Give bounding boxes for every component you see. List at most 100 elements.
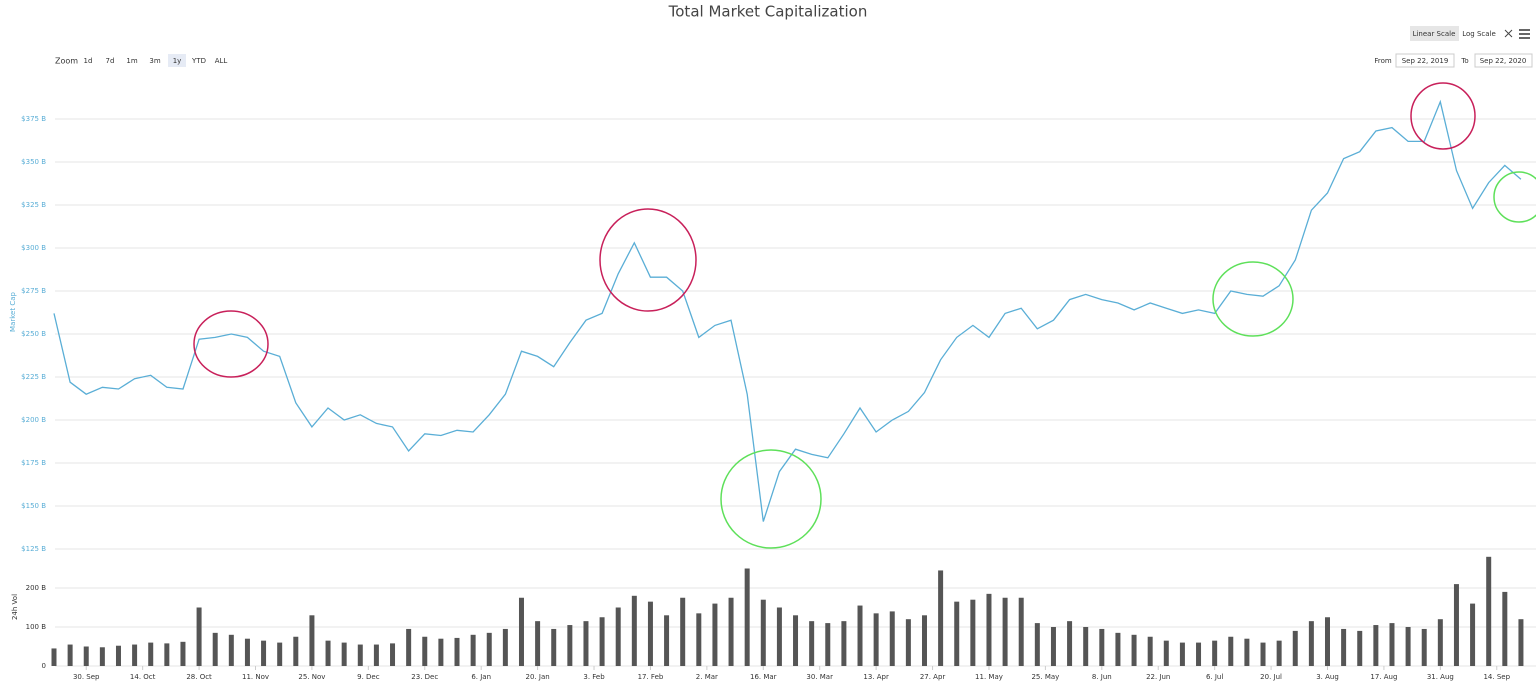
green-circle <box>1493 171 1536 223</box>
volume-bar <box>1212 640 1218 666</box>
x-tick-label: 23. Dec <box>411 673 438 681</box>
volume-bar <box>809 621 815 666</box>
volume-bar <box>1002 597 1008 666</box>
volume-bar <box>502 628 508 666</box>
from-input[interactable] <box>1395 53 1455 68</box>
volume-bar <box>1308 621 1314 666</box>
volume-bar <box>970 599 976 666</box>
green-circle <box>1212 261 1294 337</box>
volume-bar <box>454 637 460 666</box>
zoom-button[interactable]: 7d <box>106 57 115 65</box>
y-tick-label: 0 <box>42 662 46 670</box>
to-input[interactable] <box>1474 53 1533 68</box>
x-tick-label: 6. Jan <box>471 673 491 681</box>
y-tick-label: $350 B <box>21 158 46 166</box>
chart-title: Total Market Capitalization <box>668 3 868 21</box>
x-tick-label: 25. May <box>1031 673 1059 681</box>
zoom-button[interactable]: YTD <box>191 57 206 65</box>
volume-bar <box>438 638 444 666</box>
volume-bar <box>1389 623 1395 666</box>
volume-bar <box>325 640 331 666</box>
from-value[interactable]: Sep 22, 2019 <box>1402 57 1449 65</box>
x-tick-label: 14. Sep <box>1483 673 1510 681</box>
volume-bar <box>938 570 944 666</box>
x-tick-label: 11. Nov <box>242 673 269 681</box>
volume-bar <box>1518 619 1524 666</box>
volume-bar <box>889 611 895 666</box>
y-tick-label: 100 B <box>26 623 47 631</box>
volume-bar <box>309 615 315 666</box>
volume-bar <box>341 642 347 666</box>
volume-bar <box>921 615 927 666</box>
y-tick-label: $225 B <box>21 373 46 381</box>
x-tick-label: 30. Mar <box>806 673 833 681</box>
y-axis-title: 24h Vol <box>11 594 19 620</box>
volume-bar <box>1453 584 1459 666</box>
volume-bar <box>422 636 428 666</box>
x-tick-label: 20. Jan <box>526 673 550 681</box>
y-tick-label: $250 B <box>21 330 46 338</box>
x-tick-label: 17. Feb <box>638 673 664 681</box>
volume-bar <box>1421 628 1427 666</box>
volume-bar <box>164 643 170 666</box>
y-tick-label: $300 B <box>21 244 46 252</box>
x-tick-label: 11. May <box>975 673 1003 681</box>
volume-bar <box>148 642 154 666</box>
volume-bar <box>1099 628 1105 666</box>
menu-icon[interactable] <box>1519 29 1530 39</box>
zoom-label: Zoom <box>55 57 78 66</box>
volume-bar <box>1357 630 1363 666</box>
volume-bar <box>664 615 670 666</box>
x-tick-label: 6. Jul <box>1206 673 1223 681</box>
zoom-button[interactable]: 3m <box>149 57 160 65</box>
volume-bar <box>1228 636 1234 666</box>
volume-bar <box>51 648 57 666</box>
x-tick-label: 22. Jun <box>1146 673 1170 681</box>
volume-bar <box>1050 627 1056 666</box>
volume-bar <box>599 617 605 666</box>
volume-bar <box>567 625 573 666</box>
x-tick-label: 9. Dec <box>357 673 380 681</box>
volume-bar <box>631 595 637 666</box>
volume-bar <box>486 632 492 666</box>
volume-bar <box>470 634 476 666</box>
volume-bar <box>261 640 267 666</box>
volume-bar <box>1405 627 1411 666</box>
zoom-button[interactable]: 1d <box>84 57 93 65</box>
x-tick-label: 8. Jun <box>1092 673 1112 681</box>
fullscreen-icon[interactable] <box>1504 29 1513 38</box>
volume-bar <box>277 642 283 666</box>
volume-bar <box>954 601 960 666</box>
volume-bar <box>212 632 218 666</box>
volume-bar <box>406 628 412 666</box>
volume-bar <box>1341 628 1347 666</box>
scale-button[interactable]: Linear Scale <box>1413 30 1456 38</box>
zoom-button[interactable]: 1y <box>173 57 182 65</box>
zoom-button[interactable]: ALL <box>215 57 228 65</box>
volume-bar <box>1034 623 1040 666</box>
volume-bar <box>518 597 524 666</box>
volume-bar <box>115 645 121 666</box>
volume-bar <box>551 628 557 666</box>
volume-bar <box>67 644 73 666</box>
volume-bar <box>986 593 992 666</box>
x-tick-label: 28. Oct <box>186 673 212 681</box>
red-circle <box>1410 82 1476 150</box>
volume-bar <box>1147 636 1153 666</box>
scale-button[interactable]: Log Scale <box>1462 30 1496 38</box>
zoom-button[interactable]: 1m <box>126 57 137 65</box>
y-tick-label: $275 B <box>21 287 46 295</box>
from-label: From <box>1374 57 1392 65</box>
volume-bar <box>1244 638 1250 666</box>
volume-bar <box>825 623 831 666</box>
volume-bar <box>373 644 379 666</box>
volume-bar <box>1018 597 1024 666</box>
y-tick-label: $125 B <box>21 545 46 553</box>
x-tick-label: 13. Apr <box>863 673 889 681</box>
volume-bar <box>728 597 734 666</box>
y-tick-label: $375 B <box>21 115 46 123</box>
red-circle <box>193 310 269 378</box>
to-value[interactable]: Sep 22, 2020 <box>1480 57 1527 65</box>
volume-bar <box>1502 591 1508 666</box>
